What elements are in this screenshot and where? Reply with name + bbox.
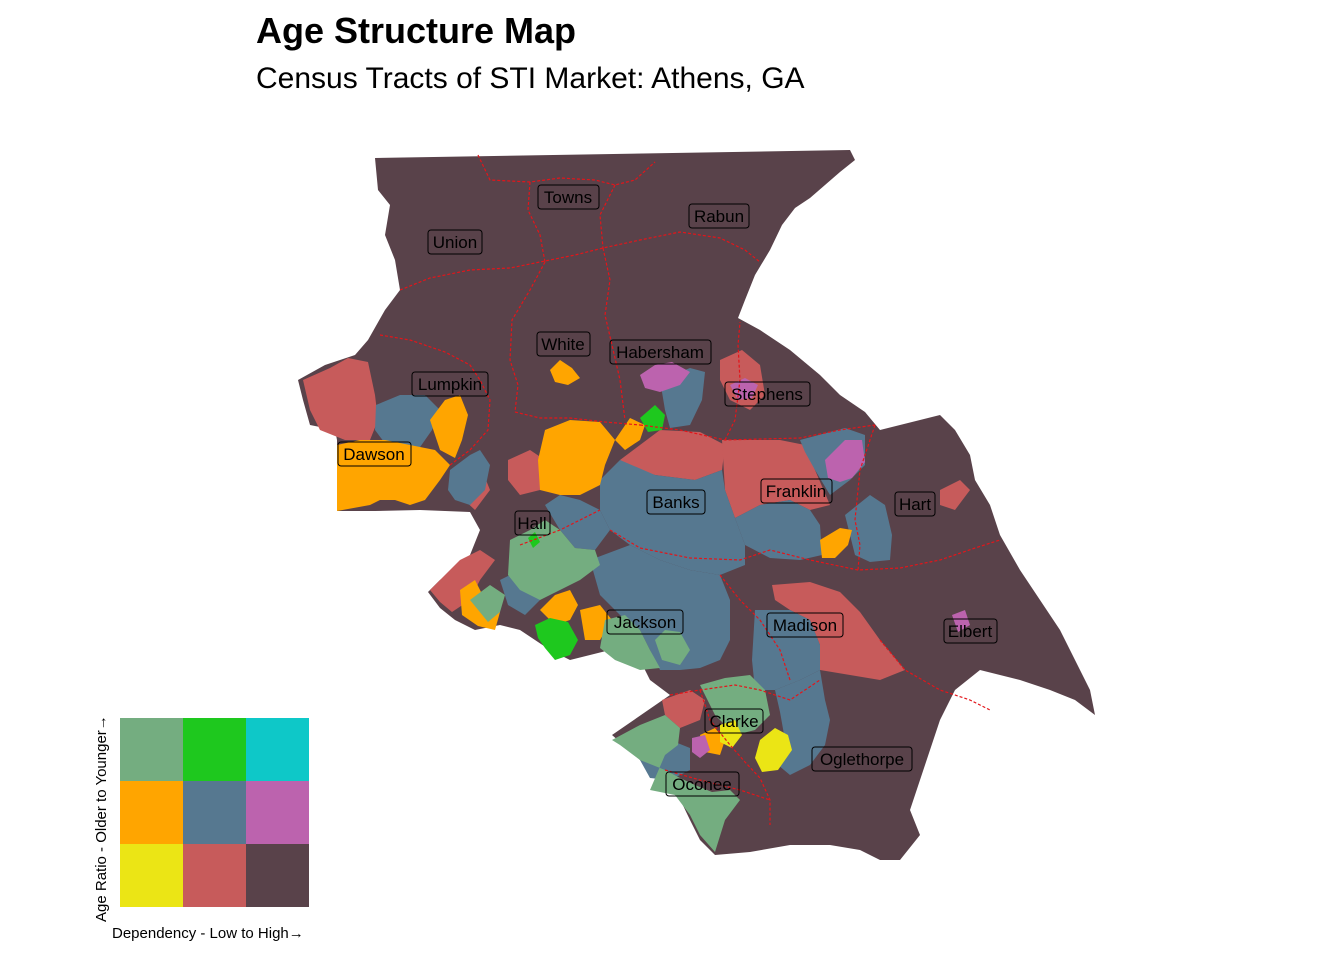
county-label-banks: Banks [646, 489, 706, 515]
tracts-red [303, 350, 970, 728]
county-label-hall: Hall [514, 510, 551, 536]
county-label-rabun: Rabun [688, 203, 750, 229]
legend-cell-0-0 [120, 718, 183, 781]
county-label-oconee: Oconee [665, 771, 740, 797]
svg-text:Hall: Hall [517, 514, 546, 533]
tracts-orange [337, 360, 852, 755]
county-label-elbert: Elbert [943, 618, 998, 644]
county-labels: Towns Rabun Union White Habersham Lumpki… [337, 184, 998, 797]
svg-text:Dawson: Dawson [343, 445, 404, 464]
county-borders [379, 154, 1001, 825]
county-label-towns: Towns [537, 184, 600, 210]
svg-text:Union: Union [433, 233, 477, 252]
svg-text:Oconee: Oconee [672, 775, 732, 794]
bivariate-legend [120, 718, 309, 907]
legend-cell-2-0 [120, 844, 183, 907]
map-title: Age Structure Map [256, 10, 577, 51]
svg-text:Madison: Madison [773, 616, 837, 635]
svg-text:Elbert: Elbert [948, 622, 993, 641]
legend-cell-1-1 [183, 781, 246, 844]
legend-x-label: Dependency - Low to High→ [112, 925, 304, 942]
county-label-jackson: Jackson [606, 609, 684, 635]
legend-cell-0-1 [183, 718, 246, 781]
svg-text:White: White [541, 335, 584, 354]
county-label-white: White [536, 331, 591, 357]
svg-text:Rabun: Rabun [694, 207, 744, 226]
county-label-stephens: Stephens [724, 381, 811, 407]
county-label-habersham: Habersham [609, 339, 712, 365]
svg-text:Hart: Hart [899, 495, 931, 514]
county-label-dawson: Dawson [337, 441, 412, 467]
legend-cell-2-2 [246, 844, 309, 907]
tracts-green [528, 405, 665, 660]
county-label-hart: Hart [894, 491, 936, 517]
svg-text:Clarke: Clarke [709, 712, 758, 731]
legend-y-label: Age Ratio - Older to Younger→ [93, 715, 110, 922]
county-label-oglethorpe: Oglethorpe [811, 746, 913, 772]
tracts-yellow [720, 720, 792, 772]
county-label-franklin: Franklin [760, 478, 833, 504]
svg-text:Towns: Towns [544, 188, 592, 207]
svg-text:Lumpkin: Lumpkin [418, 375, 482, 394]
legend-cell-1-0 [120, 781, 183, 844]
county-label-union: Union [427, 229, 483, 255]
county-label-clarke: Clarke [704, 708, 764, 734]
svg-text:Stephens: Stephens [731, 385, 803, 404]
map-subtitle: Census Tracts of STI Market: Athens, GA [256, 62, 805, 95]
county-label-lumpkin: Lumpkin [411, 371, 489, 397]
svg-text:Banks: Banks [652, 493, 699, 512]
svg-text:Oglethorpe: Oglethorpe [820, 750, 904, 769]
tracts-magenta [640, 362, 970, 758]
svg-text:Franklin: Franklin [766, 482, 826, 501]
legend-cell-0-2 [246, 718, 309, 781]
county-label-madison: Madison [766, 612, 844, 638]
legend-cell-2-1 [183, 844, 246, 907]
svg-text:Jackson: Jackson [614, 613, 676, 632]
svg-text:Habersham: Habersham [616, 343, 704, 362]
legend-cell-1-2 [246, 781, 309, 844]
